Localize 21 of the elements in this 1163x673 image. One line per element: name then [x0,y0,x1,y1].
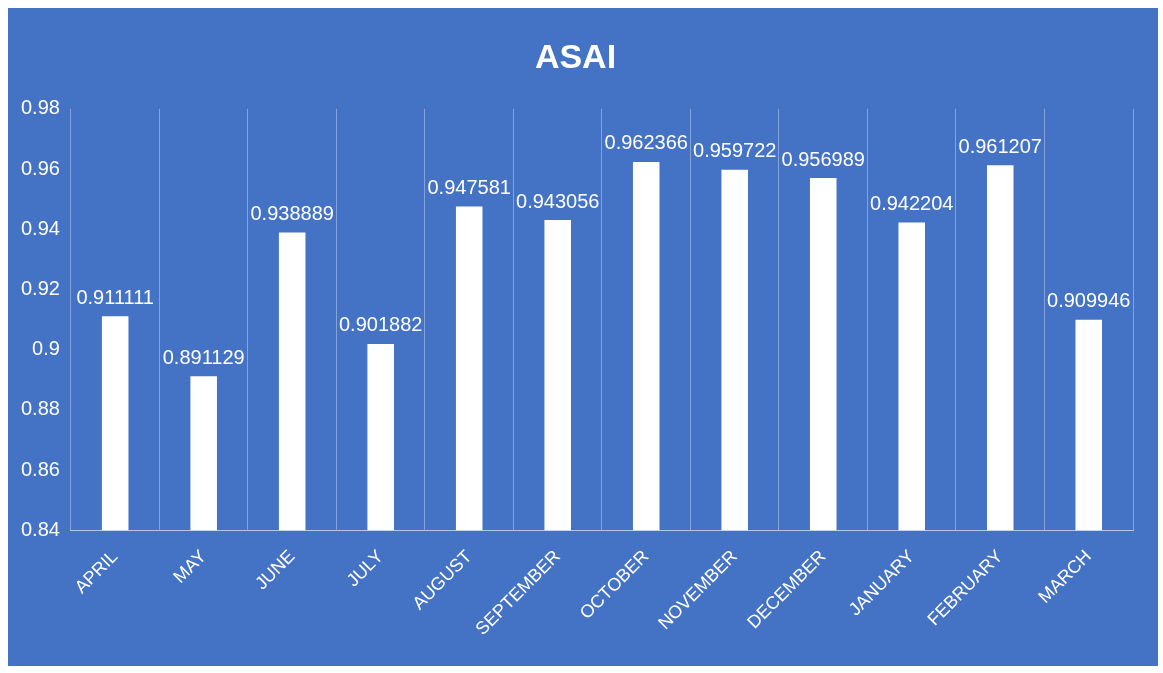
y-tick-label: 0.94 [20,216,60,239]
data-label: 0.947581 [427,175,511,198]
data-label: 0.959722 [693,139,777,162]
data-label: 0.909946 [1047,289,1131,312]
y-tick-label: 0.96 [20,156,60,179]
data-label: 0.962366 [604,131,688,154]
data-label: 0.956989 [781,147,865,170]
y-tick-label: 0.84 [20,517,60,540]
data-label: 0.938889 [250,202,334,225]
data-label: 0.942204 [870,192,954,215]
y-tick-label: 0.86 [20,457,60,480]
data-label: 0.961207 [958,134,1042,157]
data-label: 0.891129 [162,345,245,368]
y-tick-label: 0.88 [20,397,60,420]
data-label: 0.901882 [338,313,423,336]
y-tick-label: 0.98 [20,96,60,119]
y-tick-label: 0.92 [20,276,60,299]
data-label: 0.911111 [76,285,154,308]
chart-title: ASAI [534,36,617,75]
y-tick-label: 0.9 [32,337,60,360]
data-label: 0.943056 [516,189,600,212]
